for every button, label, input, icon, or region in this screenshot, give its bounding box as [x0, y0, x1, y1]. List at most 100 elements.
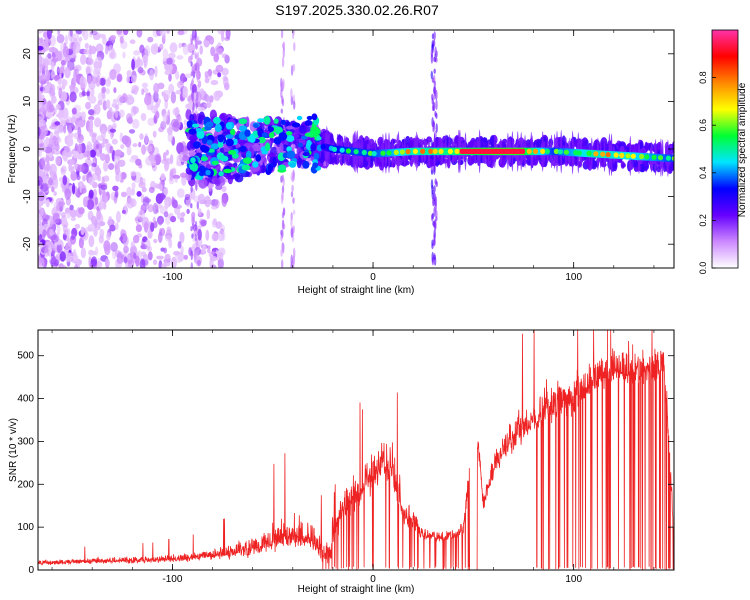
heatmap-cell	[197, 228, 202, 241]
heatmap-cell	[82, 175, 86, 182]
heatmap-cell	[59, 251, 66, 262]
heatmap-cell	[97, 174, 102, 182]
heatmap-cell	[532, 148, 539, 154]
heatmap-cell	[123, 30, 129, 36]
heatmap-cell	[289, 162, 297, 168]
heatmap-cell	[197, 107, 206, 112]
heatmap-cell	[133, 252, 137, 260]
heatmap-cell	[76, 189, 81, 198]
snr-ylabel: SNR (10 * v/v)	[8, 418, 19, 482]
snr-xtick-label: 0	[370, 574, 376, 585]
heatmap-cell	[593, 151, 599, 157]
heatmap-cell	[176, 142, 185, 155]
heatmap-cell	[126, 197, 135, 209]
heatmap-cell	[171, 167, 177, 175]
heatmap-cell	[52, 136, 57, 142]
heatmap-cell	[76, 174, 81, 181]
colorbar-tick-label: 0.0	[698, 262, 708, 275]
heatmap-cell	[160, 173, 166, 181]
heatmap-cell	[147, 140, 153, 145]
heatmap-cell	[162, 33, 166, 40]
heatmap-cell	[42, 163, 50, 171]
heatmap-cell	[304, 132, 313, 137]
heatmap-cell	[214, 123, 222, 133]
heatmap-cell	[176, 55, 184, 60]
heatmap-cell	[63, 124, 67, 134]
heatmap-cell	[299, 124, 306, 134]
heatmap-cell	[207, 68, 213, 78]
heatmap-cell	[96, 213, 104, 225]
heatmap-cell	[109, 224, 116, 232]
heatmap-cell	[89, 143, 93, 151]
heatmap-cell	[191, 106, 195, 115]
heatmap-cell	[184, 73, 192, 79]
heatmap-cell	[544, 148, 551, 154]
heatmap-cell	[147, 36, 154, 43]
heatmap-cell	[40, 156, 46, 166]
heatmap-cell	[169, 154, 174, 165]
heatmap-cell	[211, 160, 219, 165]
heatmap-cell	[88, 189, 94, 199]
heatmap-cell	[80, 54, 87, 65]
heatmap-cell	[454, 148, 460, 154]
heatmap-cell	[183, 254, 188, 260]
heatmap-cell	[191, 94, 194, 102]
heatmap-cell	[42, 86, 48, 94]
heatmap-cell	[131, 188, 136, 196]
heatmap-cell	[114, 164, 121, 175]
heatmap-cell	[56, 34, 65, 44]
heatmap-cell	[126, 145, 132, 156]
heatmap-cell	[371, 151, 377, 157]
heatmap-cell	[526, 148, 532, 154]
heatmap-cell	[105, 78, 111, 87]
heatmap-cell	[154, 65, 158, 78]
heatmap-cell	[447, 148, 453, 154]
colorbar-tick-label: 0.6	[698, 119, 708, 132]
heatmap-cell	[302, 160, 310, 169]
heatmap-cell	[69, 30, 73, 37]
heatmap-cell	[173, 250, 180, 256]
heatmap-cell	[162, 48, 169, 61]
heatmap-cell	[290, 227, 293, 238]
heatmap-cell	[433, 57, 436, 62]
heatmap-cell	[164, 199, 169, 210]
heatmap-cell	[200, 145, 210, 153]
heatmap-cell	[64, 252, 72, 263]
heatmap-cell	[136, 30, 143, 38]
heatmap-cell	[110, 52, 114, 59]
heatmap-cell	[292, 63, 296, 72]
heatmap-cell	[105, 45, 109, 55]
heatmap-cell	[192, 141, 201, 149]
heatmap-cell	[88, 176, 95, 186]
heatmap-cell	[78, 133, 84, 141]
heatmap-cell	[65, 118, 71, 123]
heatmap-cell	[39, 106, 46, 113]
heatmap-cell	[49, 229, 54, 237]
heatmap-cell	[199, 165, 206, 175]
heatmap-cell	[165, 149, 169, 156]
heatmap-cell	[651, 154, 657, 160]
heatmap-cell	[267, 126, 274, 132]
heatmap-cell	[205, 169, 211, 176]
heatmap-cell	[433, 185, 436, 193]
heatmap-cell	[186, 103, 194, 110]
heatmap-cell	[87, 210, 94, 221]
heatmap-cell	[113, 87, 117, 94]
heatmap-cell	[81, 111, 86, 121]
heatmap-cell	[120, 172, 127, 180]
heatmap-cell	[143, 60, 147, 69]
spectrogram-xlabel: Height of straight line (km)	[298, 285, 415, 296]
heatmap-cell	[280, 77, 283, 88]
heatmap-cell	[195, 128, 203, 132]
heatmap-cell	[293, 100, 296, 110]
heatmap-cell	[163, 160, 169, 172]
heatmap-cell	[91, 162, 97, 167]
heatmap-cell	[272, 156, 277, 168]
heatmap-cell	[114, 109, 119, 119]
heatmap-cell	[433, 239, 436, 246]
heatmap-cell	[131, 85, 140, 93]
heatmap-cell	[252, 161, 259, 168]
heatmap-cell	[188, 128, 197, 135]
heatmap-cell	[290, 64, 294, 76]
heatmap-cell	[194, 175, 201, 180]
